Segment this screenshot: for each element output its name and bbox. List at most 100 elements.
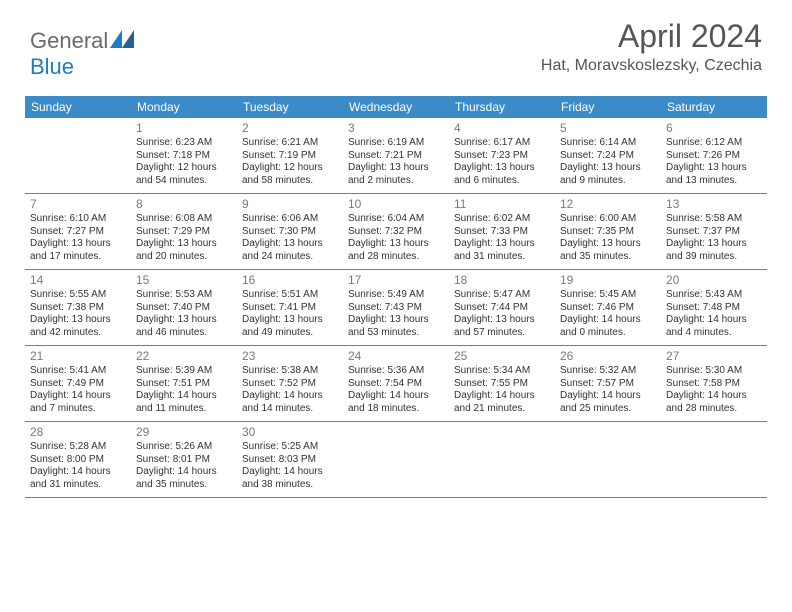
header-row: Sunday Monday Tuesday Wednesday Thursday… (25, 96, 767, 118)
day-number: 29 (136, 425, 232, 440)
col-sunday: Sunday (25, 96, 131, 118)
calendar-cell: 3Sunrise: 6:19 AMSunset: 7:21 PMDaylight… (343, 118, 449, 194)
daylight-text: Daylight: 14 hours (242, 466, 338, 479)
calendar-week: 21Sunrise: 5:41 AMSunset: 7:49 PMDayligh… (25, 346, 767, 422)
daylight-text: and 17 minutes. (30, 251, 126, 264)
day-number: 5 (560, 121, 656, 136)
daylight-text: Daylight: 14 hours (242, 390, 338, 403)
daylight-text: Daylight: 13 hours (348, 314, 444, 327)
daylight-text: and 0 minutes. (560, 327, 656, 340)
calendar-cell: 30Sunrise: 5:25 AMSunset: 8:03 PMDayligh… (237, 422, 343, 498)
sunrise-text: Sunrise: 5:53 AM (136, 289, 232, 302)
day-number: 28 (30, 425, 126, 440)
daylight-text: and 31 minutes. (454, 251, 550, 264)
daylight-text: and 13 minutes. (666, 175, 762, 188)
daylight-text: Daylight: 13 hours (30, 238, 126, 251)
calendar-cell: 19Sunrise: 5:45 AMSunset: 7:46 PMDayligh… (555, 270, 661, 346)
calendar-table: Sunday Monday Tuesday Wednesday Thursday… (25, 96, 767, 498)
sunset-text: Sunset: 7:18 PM (136, 150, 232, 163)
daylight-text: and 24 minutes. (242, 251, 338, 264)
calendar-cell (343, 422, 449, 498)
sunrise-text: Sunrise: 5:49 AM (348, 289, 444, 302)
day-number: 18 (454, 273, 550, 288)
sunset-text: Sunset: 7:51 PM (136, 378, 232, 391)
location-label: Hat, Moravskoslezsky, Czechia (541, 57, 762, 75)
month-title: April 2024 (541, 18, 762, 55)
day-number: 16 (242, 273, 338, 288)
sunset-text: Sunset: 7:38 PM (30, 302, 126, 315)
daylight-text: Daylight: 14 hours (348, 390, 444, 403)
day-number: 1 (136, 121, 232, 136)
daylight-text: and 58 minutes. (242, 175, 338, 188)
calendar-cell: 1Sunrise: 6:23 AMSunset: 7:18 PMDaylight… (131, 118, 237, 194)
calendar-week: 14Sunrise: 5:55 AMSunset: 7:38 PMDayligh… (25, 270, 767, 346)
sunset-text: Sunset: 7:32 PM (348, 226, 444, 239)
day-number: 17 (348, 273, 444, 288)
daylight-text: Daylight: 13 hours (560, 162, 656, 175)
daylight-text: Daylight: 13 hours (666, 238, 762, 251)
daylight-text: and 18 minutes. (348, 403, 444, 416)
sunrise-text: Sunrise: 6:00 AM (560, 213, 656, 226)
daylight-text: Daylight: 14 hours (30, 390, 126, 403)
sunset-text: Sunset: 8:00 PM (30, 454, 126, 467)
daylight-text: and 46 minutes. (136, 327, 232, 340)
col-saturday: Saturday (661, 96, 767, 118)
col-monday: Monday (131, 96, 237, 118)
daylight-text: Daylight: 14 hours (136, 466, 232, 479)
col-wednesday: Wednesday (343, 96, 449, 118)
day-number: 26 (560, 349, 656, 364)
sunset-text: Sunset: 7:40 PM (136, 302, 232, 315)
daylight-text: Daylight: 12 hours (242, 162, 338, 175)
daylight-text: Daylight: 14 hours (666, 390, 762, 403)
col-thursday: Thursday (449, 96, 555, 118)
sunrise-text: Sunrise: 6:23 AM (136, 137, 232, 150)
daylight-text: Daylight: 13 hours (30, 314, 126, 327)
sunrise-text: Sunrise: 5:34 AM (454, 365, 550, 378)
day-number: 15 (136, 273, 232, 288)
calendar-cell: 15Sunrise: 5:53 AMSunset: 7:40 PMDayligh… (131, 270, 237, 346)
daylight-text: and 53 minutes. (348, 327, 444, 340)
sunset-text: Sunset: 7:30 PM (242, 226, 338, 239)
sunset-text: Sunset: 8:01 PM (136, 454, 232, 467)
sunrise-text: Sunrise: 5:36 AM (348, 365, 444, 378)
daylight-text: Daylight: 13 hours (348, 238, 444, 251)
daylight-text: and 54 minutes. (136, 175, 232, 188)
sunrise-text: Sunrise: 6:21 AM (242, 137, 338, 150)
sunrise-text: Sunrise: 5:47 AM (454, 289, 550, 302)
daylight-text: Daylight: 14 hours (454, 390, 550, 403)
sunset-text: Sunset: 7:49 PM (30, 378, 126, 391)
sunrise-text: Sunrise: 5:38 AM (242, 365, 338, 378)
daylight-text: and 2 minutes. (348, 175, 444, 188)
calendar-cell: 13Sunrise: 5:58 AMSunset: 7:37 PMDayligh… (661, 194, 767, 270)
sunset-text: Sunset: 7:33 PM (454, 226, 550, 239)
daylight-text: and 38 minutes. (242, 479, 338, 492)
day-number: 6 (666, 121, 762, 136)
calendar-week: 1Sunrise: 6:23 AMSunset: 7:18 PM Daylight… (25, 118, 767, 194)
daylight-text: Daylight: 14 hours (30, 466, 126, 479)
daylight-text: and 20 minutes. (136, 251, 232, 264)
day-number: 20 (666, 273, 762, 288)
daylight-text: Daylight: 14 hours (560, 314, 656, 327)
day-number: 27 (666, 349, 762, 364)
daylight-text: Daylight: 13 hours (454, 238, 550, 251)
day-number: 14 (30, 273, 126, 288)
sunrise-text: Sunrise: 5:58 AM (666, 213, 762, 226)
sunrise-text: Sunrise: 5:41 AM (30, 365, 126, 378)
sunrise-text: Sunrise: 6:12 AM (666, 137, 762, 150)
sunset-text: Sunset: 7:48 PM (666, 302, 762, 315)
sunset-text: Sunset: 8:03 PM (242, 454, 338, 467)
sunset-text: Sunset: 7:41 PM (242, 302, 338, 315)
col-friday: Friday (555, 96, 661, 118)
sunrise-text: Sunrise: 5:25 AM (242, 441, 338, 454)
sunset-text: Sunset: 7:29 PM (136, 226, 232, 239)
sunset-text: Sunset: 7:35 PM (560, 226, 656, 239)
calendar-cell: 25Sunrise: 5:34 AMSunset: 7:55 PMDayligh… (449, 346, 555, 422)
daylight-text: and 35 minutes. (136, 479, 232, 492)
daylight-text: Daylight: 14 hours (136, 390, 232, 403)
calendar-cell: 29Sunrise: 5:26 AMSunset: 8:01 PMDayligh… (131, 422, 237, 498)
sunset-text: Sunset: 7:58 PM (666, 378, 762, 391)
day-number: 24 (348, 349, 444, 364)
daylight-text: and 14 minutes. (242, 403, 338, 416)
sunrise-text: Sunrise: 6:06 AM (242, 213, 338, 226)
daylight-text: and 28 minutes. (348, 251, 444, 264)
